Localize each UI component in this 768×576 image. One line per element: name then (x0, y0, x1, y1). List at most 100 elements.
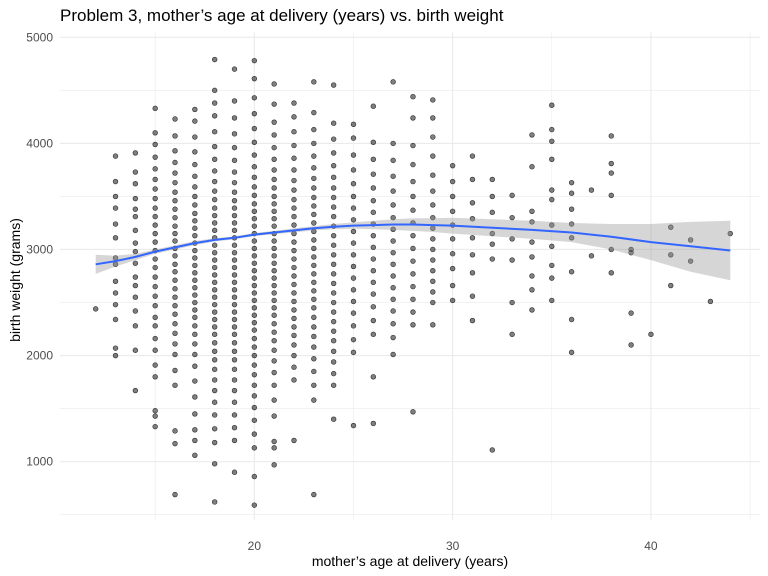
data-point (211, 366, 218, 373)
data-point (390, 296, 396, 303)
data-point (727, 230, 733, 237)
data-point (192, 149, 198, 155)
data-point (251, 267, 258, 274)
data-point (251, 57, 258, 64)
data-point (271, 338, 277, 344)
data-point (489, 256, 495, 262)
data-point (271, 156, 277, 163)
data-point (449, 193, 456, 200)
data-point (291, 155, 297, 161)
data-point (291, 239, 297, 245)
data-point (330, 174, 337, 181)
data-point (410, 115, 416, 121)
data-point (568, 349, 575, 356)
data-point (211, 377, 218, 383)
data-point (231, 331, 238, 338)
data-point (350, 298, 357, 305)
data-point (469, 176, 476, 183)
data-point (291, 342, 297, 348)
y-axis-ticks: 1000 2000 3000 4000 5000 (26, 30, 53, 468)
data-point (350, 193, 357, 200)
data-point (231, 324, 238, 330)
data-point (430, 267, 436, 274)
data-point (271, 321, 277, 327)
data-point (291, 205, 297, 211)
data-point (311, 314, 317, 321)
data-point (231, 249, 238, 256)
data-point (291, 247, 297, 254)
data-point (311, 333, 317, 340)
data-point (271, 305, 277, 311)
data-point (568, 316, 575, 323)
data-point (132, 294, 139, 300)
data-point (311, 211, 317, 218)
data-point (311, 296, 317, 303)
data-point (152, 374, 158, 380)
data-point (370, 171, 377, 177)
data-point (311, 254, 317, 260)
data-point (549, 243, 555, 249)
y-tick-label: 3000 (26, 242, 53, 256)
data-point (529, 219, 535, 225)
data-point (271, 208, 277, 214)
chart-title: Problem 3, mother’s age at delivery (yea… (60, 6, 504, 25)
data-point (231, 205, 238, 211)
data-point (370, 139, 377, 146)
data-point (568, 235, 575, 241)
data-point (251, 404, 258, 411)
data-point (489, 241, 495, 247)
data-point (132, 308, 139, 314)
data-point (152, 423, 158, 430)
y-tick-label: 4000 (26, 136, 53, 150)
data-point (430, 115, 436, 121)
data-point (231, 179, 238, 186)
data-point (231, 157, 238, 164)
data-point (529, 208, 535, 214)
data-point (251, 192, 258, 199)
data-point (370, 209, 377, 216)
data-point (211, 461, 218, 467)
data-point (350, 263, 357, 270)
data-point (529, 287, 535, 293)
data-point (628, 342, 634, 348)
data-point (390, 188, 396, 194)
data-point (311, 79, 317, 85)
data-point (608, 160, 614, 167)
data-point (291, 167, 297, 173)
data-point (152, 154, 158, 160)
data-point (192, 411, 198, 417)
data-point (330, 150, 337, 156)
data-point (172, 303, 178, 309)
data-point (251, 208, 258, 214)
data-point (172, 230, 178, 237)
data-point (172, 367, 178, 374)
data-point (172, 428, 178, 434)
data-point (192, 173, 198, 179)
data-point (529, 307, 535, 313)
x-tick-label: 30 (446, 539, 460, 553)
data-point (311, 185, 317, 191)
data-point (251, 201, 258, 207)
data-point (390, 284, 396, 291)
data-point (529, 132, 535, 138)
data-point (211, 348, 218, 355)
data-point (568, 190, 575, 196)
data-point (112, 290, 119, 296)
data-point (608, 270, 614, 276)
data-point (172, 179, 178, 186)
data-point (192, 307, 198, 313)
data-point (152, 256, 158, 262)
data-point (350, 181, 357, 187)
data-point (211, 301, 218, 308)
data-point (231, 348, 238, 355)
data-point (370, 185, 377, 191)
data-point (291, 114, 297, 120)
data-point (231, 144, 238, 151)
data-point (370, 156, 377, 163)
data-point (271, 132, 277, 138)
data-point (192, 193, 198, 200)
data-point (291, 187, 297, 193)
data-point (410, 245, 416, 252)
data-point (271, 347, 277, 353)
data-point (152, 239, 158, 245)
